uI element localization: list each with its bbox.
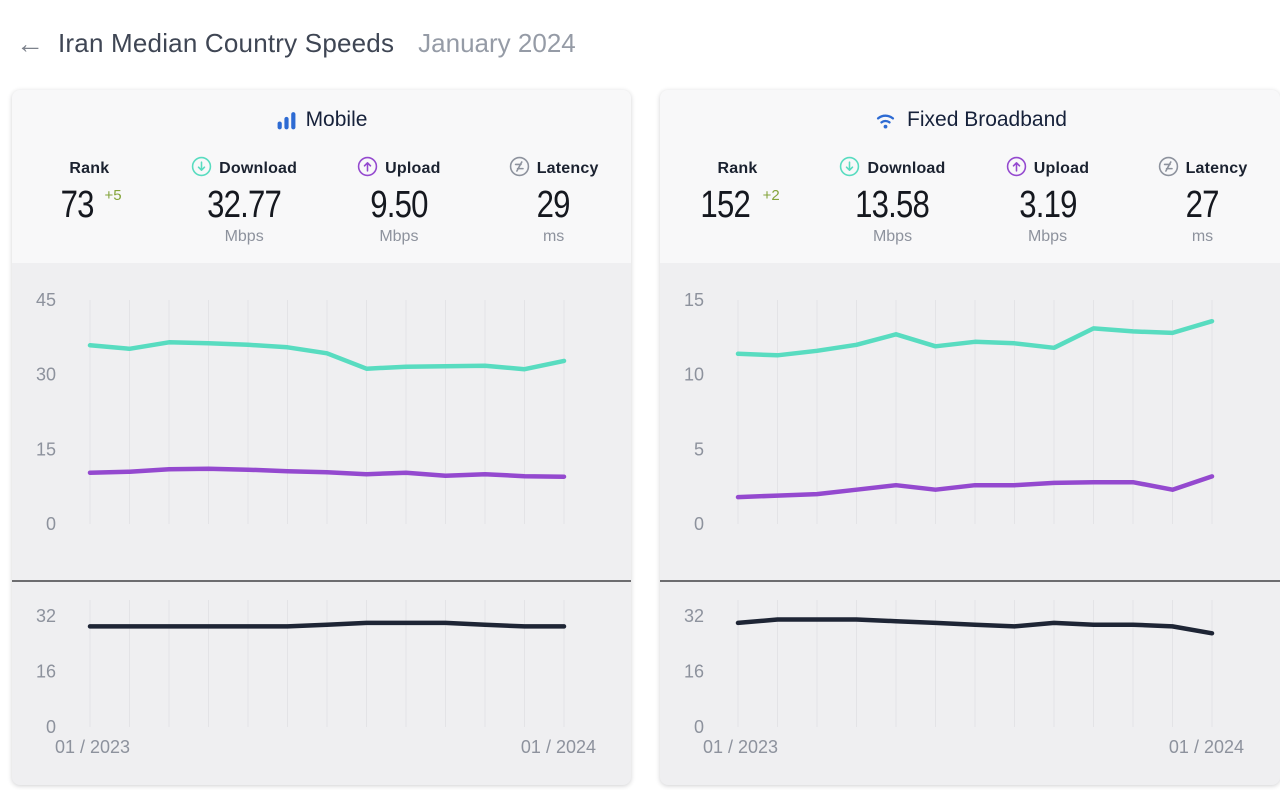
stat-download: Download 13.58 Mbps — [815, 156, 970, 247]
mobile-stats-row: Rank 73 +5 Downloa — [12, 156, 631, 247]
svg-text:15: 15 — [684, 290, 704, 310]
svg-text:0: 0 — [46, 514, 56, 534]
download-value: 32.77 — [207, 184, 282, 226]
svg-text:0: 0 — [694, 514, 704, 534]
svg-text:01 / 2023: 01 / 2023 — [703, 737, 778, 757]
fixed-panel: Fixed Broadband Rank 152 +2 — [660, 90, 1280, 785]
wifi-icon — [873, 109, 898, 131]
svg-text:01 / 2024: 01 / 2024 — [1169, 737, 1244, 757]
svg-text:10: 10 — [684, 365, 704, 385]
rank-label: Rank — [69, 160, 110, 177]
latency-unit: ms — [542, 228, 565, 245]
download-label: Download — [867, 160, 946, 177]
download-unit: Mbps — [872, 228, 913, 245]
mobile-bars-icon — [276, 110, 297, 131]
svg-text:16: 16 — [36, 662, 56, 682]
svg-text:01 / 2023: 01 / 2023 — [55, 737, 130, 757]
mobile-panel-header: Mobile Rank 73 +5 — [12, 90, 631, 263]
fixed-latency-chart[interactable]: 32 16 001 / 2023 01 / 2024 — [660, 582, 1280, 785]
upload-value: 3.19 — [1018, 184, 1077, 226]
svg-text:32: 32 — [36, 606, 56, 626]
svg-text:45: 45 — [36, 290, 56, 310]
latency-value: 27 — [1185, 184, 1220, 226]
latency-label: Latency — [536, 160, 599, 177]
svg-text:15: 15 — [36, 439, 56, 459]
upload-unit: Mbps — [1027, 228, 1068, 245]
rank-label: Rank — [717, 160, 758, 177]
latency-icon — [509, 156, 530, 182]
svg-text:01 / 2024: 01 / 2024 — [521, 737, 596, 757]
page-title: Iran Median Country Speeds — [58, 28, 395, 58]
stat-upload: Upload 3.19 Mbps — [970, 156, 1125, 247]
mobile-latency-chart[interactable]: 32 16 001 / 2023 01 / 2024 — [12, 582, 631, 785]
rank-value: 73 — [60, 184, 95, 226]
latency-label: Latency — [1185, 160, 1248, 177]
svg-text:16: 16 — [684, 662, 704, 682]
svg-text:30: 30 — [36, 365, 56, 385]
upload-icon — [1006, 156, 1027, 182]
svg-text:0: 0 — [694, 717, 704, 737]
svg-text:5: 5 — [694, 439, 704, 459]
upload-label: Upload — [1033, 160, 1090, 177]
latency-icon — [1158, 156, 1179, 182]
chart-divider — [12, 580, 631, 582]
fixed-panel-title: Fixed Broadband — [660, 108, 1280, 132]
stat-latency: Latency 27 ms — [1125, 156, 1280, 247]
svg-text:32: 32 — [684, 606, 704, 626]
page-header: ← Iran Median Country Speeds January 202… — [16, 28, 576, 59]
upload-icon — [357, 156, 378, 182]
panel-title-label: Fixed Broadband — [907, 108, 1067, 131]
page-period: January 2024 — [418, 28, 576, 58]
mobile-speed-chart-section: 45 30 15 0 — [12, 263, 631, 580]
svg-text:0: 0 — [46, 717, 56, 737]
stat-rank: Rank 73 +5 — [12, 158, 167, 247]
latency-unit: ms — [1191, 228, 1214, 245]
upload-label: Upload — [385, 160, 441, 177]
stat-download: Download 32.77 Mbps — [167, 156, 322, 247]
mobile-speed-chart[interactable]: 45 30 15 0 — [12, 263, 631, 580]
download-icon — [839, 156, 860, 182]
fixed-panel-header: Fixed Broadband Rank 152 +2 — [660, 90, 1280, 263]
upload-unit: Mbps — [379, 228, 419, 245]
mobile-panel-title: Mobile — [12, 108, 631, 132]
download-value: 13.58 — [855, 184, 931, 226]
rank-value: 152 — [700, 184, 751, 226]
chart-divider — [660, 580, 1280, 582]
mobile-latency-chart-section: 32 16 0 01 / 2023 01 / 2024 — [12, 582, 631, 785]
download-unit: Mbps — [224, 228, 264, 245]
mobile-panel: Mobile Rank 73 +5 — [12, 90, 631, 785]
upload-value: 9.50 — [370, 184, 428, 226]
stat-upload: Upload 9.50 Mbps — [322, 156, 477, 247]
latency-value: 29 — [537, 184, 571, 226]
download-icon — [191, 156, 212, 182]
fixed-stats-row: Rank 152 +2 Downlo — [660, 156, 1280, 247]
back-arrow-icon[interactable]: ← — [16, 27, 44, 59]
fixed-speed-chart[interactable]: 15 10 5 0 — [660, 263, 1280, 580]
fixed-speed-chart-section: 15 10 5 0 — [660, 263, 1280, 580]
rank-delta-badge: +5 — [104, 187, 122, 204]
panel-title-label: Mobile — [305, 108, 368, 131]
stat-latency: Latency 29 ms — [476, 156, 631, 247]
rank-delta-badge: +2 — [762, 187, 780, 204]
fixed-latency-chart-section: 32 16 0 01 / 2023 01 / 2024 — [660, 582, 1280, 785]
download-label: Download — [219, 160, 298, 177]
stat-rank: Rank 152 +2 — [660, 158, 815, 247]
